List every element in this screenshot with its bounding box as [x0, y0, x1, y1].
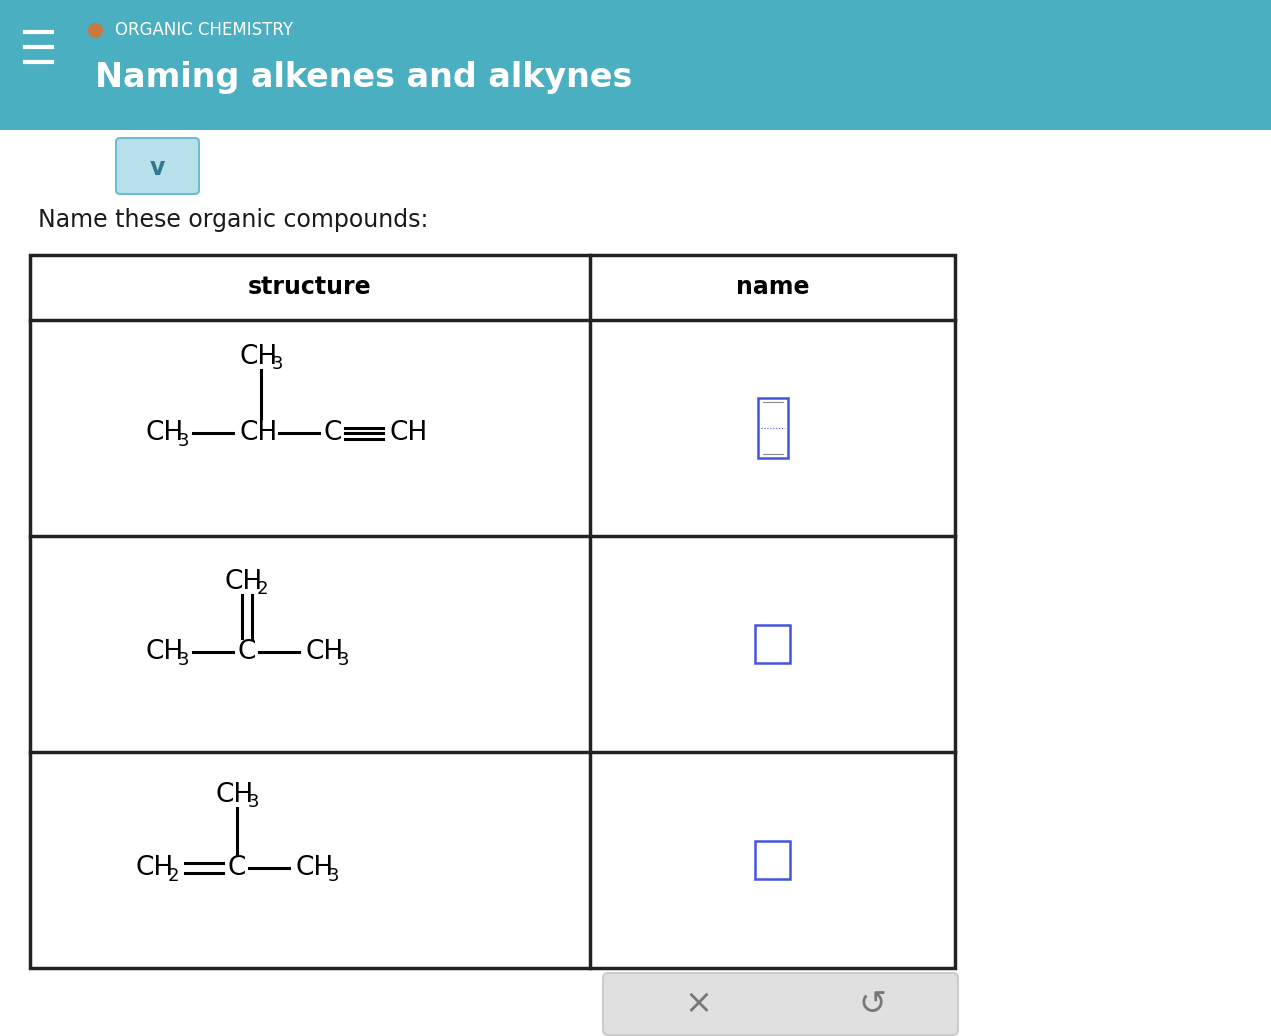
Text: 3: 3: [177, 651, 189, 669]
Text: CH: CH: [136, 855, 174, 881]
Bar: [0, 0, 1271, 130]
Bar: [755, 841, 791, 879]
Text: C: C: [228, 855, 247, 881]
Text: CH: CH: [240, 344, 278, 370]
Text: ORGANIC CHEMISTRY: ORGANIC CHEMISTRY: [114, 21, 294, 39]
Text: 3: 3: [337, 651, 348, 669]
Text: 3: 3: [177, 432, 189, 450]
Text: CH: CH: [296, 855, 334, 881]
Text: ↺: ↺: [859, 987, 887, 1020]
Text: CH: CH: [216, 782, 254, 808]
Text: CH: CH: [390, 420, 428, 447]
FancyBboxPatch shape: [116, 138, 200, 194]
Text: CH: CH: [306, 639, 344, 665]
Text: 3: 3: [327, 867, 339, 885]
Text: ×: ×: [684, 987, 712, 1020]
Text: CH: CH: [240, 420, 278, 447]
Text: 3: 3: [271, 355, 282, 373]
Bar: [758, 398, 788, 458]
Text: 2: 2: [257, 580, 268, 598]
Text: CH: CH: [225, 569, 263, 595]
Text: name: name: [736, 276, 810, 299]
Bar: [31, 255, 955, 968]
Text: CH: CH: [146, 420, 184, 447]
Bar: [755, 625, 791, 663]
Text: C: C: [324, 420, 342, 447]
Text: Name these organic compounds:: Name these organic compounds:: [38, 208, 428, 232]
Text: 2: 2: [168, 867, 179, 885]
Bar: [31, 255, 955, 968]
Text: 3: 3: [248, 793, 259, 811]
Text: C: C: [238, 639, 257, 665]
Text: Naming alkenes and alkynes: Naming alkenes and alkynes: [95, 61, 633, 94]
Text: structure: structure: [248, 276, 372, 299]
Text: CH: CH: [146, 639, 184, 665]
FancyBboxPatch shape: [602, 973, 958, 1035]
Text: v: v: [150, 156, 165, 180]
